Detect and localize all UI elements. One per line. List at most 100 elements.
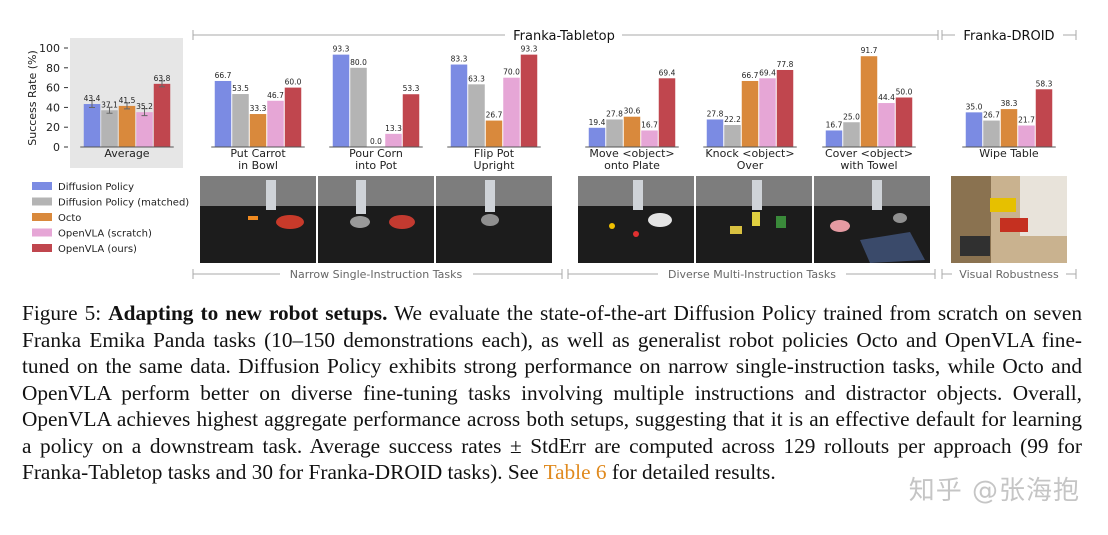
bar-value-label: 93.3 bbox=[521, 45, 538, 54]
bar-group-6: 16.725.0 91.7 44.450.0 Cover <object>with T… bbox=[822, 46, 916, 172]
bar bbox=[983, 120, 1000, 147]
legend-label: OpenVLA (ours) bbox=[58, 244, 137, 255]
bar-group-0: 43.437.1 41.535.2 63.8 Average bbox=[80, 74, 174, 160]
bar bbox=[136, 112, 153, 147]
bar bbox=[249, 114, 267, 147]
task-photos bbox=[200, 176, 1067, 263]
legend: Diffusion Policy Diffusion Policy (matche… bbox=[32, 182, 189, 255]
bar bbox=[503, 77, 520, 147]
bar-value-label: 25.0 bbox=[843, 112, 860, 121]
legend-swatch bbox=[32, 197, 52, 206]
category-label: Pour Corn bbox=[349, 147, 403, 160]
bar bbox=[843, 122, 860, 147]
bar-value-label: 63.3 bbox=[468, 74, 485, 83]
bar bbox=[588, 127, 606, 147]
bar-value-label: 33.3 bbox=[250, 104, 267, 113]
bar bbox=[332, 54, 350, 148]
bar-value-label: 38.3 bbox=[1001, 99, 1018, 108]
bar bbox=[485, 120, 503, 147]
bar bbox=[759, 78, 776, 147]
bar-value-label: 93.3 bbox=[333, 45, 350, 54]
caption-title: Adapting to new robot setups. bbox=[108, 301, 388, 325]
header-franka-droid: Franka-DROID bbox=[941, 29, 1077, 44]
y-tick-label: 40 bbox=[46, 101, 60, 114]
legend-label: Diffusion Policy (matched) bbox=[58, 198, 189, 209]
bar bbox=[860, 56, 878, 148]
watermark: 知乎 @张海抱 bbox=[908, 476, 1080, 506]
header-franka-droid-label: Franka-DROID bbox=[963, 29, 1054, 44]
y-tick-label: 100 bbox=[39, 42, 60, 55]
bottom-header-narrow: Narrow Single-Instruction Tasks bbox=[192, 268, 563, 281]
bottom-header-visual: Visual Robustness bbox=[941, 268, 1077, 281]
photo-move-object bbox=[578, 176, 694, 263]
bar bbox=[878, 103, 895, 147]
header-franka-tabletop-label: Franka-Tabletop bbox=[513, 29, 615, 44]
bar bbox=[895, 97, 913, 147]
header-franka-tabletop: Franka-Tabletop bbox=[192, 29, 939, 44]
bar bbox=[1000, 109, 1018, 147]
bar bbox=[385, 133, 402, 147]
category-label: Upright bbox=[474, 159, 516, 172]
caption-body-end: for detailed results. bbox=[611, 460, 776, 484]
bar bbox=[232, 94, 249, 147]
bar-value-label: 37.1 bbox=[101, 100, 118, 109]
bar-value-label: 27.8 bbox=[707, 109, 724, 118]
category-label: in Bowl bbox=[238, 159, 278, 172]
y-tick-label: 0 bbox=[53, 141, 60, 154]
bottom-header-diverse: Diverse Multi-Instruction Tasks bbox=[567, 268, 936, 281]
category-label: with Towel bbox=[840, 159, 897, 172]
category-label: Over bbox=[737, 159, 764, 172]
bar-value-label: 53.5 bbox=[232, 84, 249, 93]
bar bbox=[153, 83, 171, 147]
bottom-header-visual-label: Visual Robustness bbox=[959, 268, 1059, 281]
bar-value-label: 66.7 bbox=[215, 71, 232, 80]
table-6-link[interactable]: Table 6 bbox=[543, 460, 607, 484]
bar-value-label: 21.7 bbox=[1018, 116, 1035, 125]
photo-wipe-table bbox=[951, 176, 1067, 263]
bar-value-label: 63.8 bbox=[154, 74, 171, 83]
bar bbox=[214, 80, 232, 147]
bar bbox=[825, 130, 843, 147]
bar-value-label: 41.5 bbox=[119, 96, 136, 105]
bar-value-label: 69.4 bbox=[659, 68, 676, 77]
category-label: Flip Pot bbox=[474, 147, 515, 160]
figure-5-chart: 0 20 40 60 80 100 Success Rate (%) Franka-Tab… bbox=[26, 29, 1077, 281]
bar-value-label: 44.4 bbox=[878, 93, 895, 102]
y-tick-label: 60 bbox=[46, 82, 60, 95]
y-axis: 0 20 40 60 80 100 bbox=[39, 42, 68, 154]
bar bbox=[402, 94, 420, 147]
bar-group-7: 35.026.738.321.7 58.3 Wipe Table bbox=[962, 79, 1056, 160]
bar bbox=[741, 80, 759, 147]
bar-value-label: 13.3 bbox=[385, 124, 402, 133]
legend-item: OpenVLA (ours) bbox=[32, 244, 137, 255]
bar bbox=[623, 116, 641, 147]
legend-item: Diffusion Policy (matched) bbox=[32, 197, 189, 209]
legend-item: Diffusion Policy bbox=[32, 182, 134, 193]
bar-value-label: 35.0 bbox=[966, 102, 983, 111]
bar bbox=[267, 100, 284, 147]
bar bbox=[965, 112, 983, 147]
category-label: Wipe Table bbox=[979, 147, 1039, 160]
bar bbox=[284, 87, 302, 147]
photo-flip-pot bbox=[436, 176, 552, 263]
legend-swatch bbox=[32, 182, 52, 190]
bar-value-label: 60.0 bbox=[285, 78, 302, 87]
category-label: Move <object> bbox=[589, 147, 674, 160]
bar-value-label: 16.7 bbox=[641, 120, 658, 129]
bar-value-label: 53.3 bbox=[403, 84, 420, 93]
bar-value-label: 43.4 bbox=[84, 94, 101, 103]
bar-groups: 43.437.1 41.535.263.8Average66.753.533.34… bbox=[80, 45, 1056, 172]
legend-label: Diffusion Policy bbox=[58, 182, 134, 193]
bar-group-4: 19.427.8 30.616.7 69.4 Move <object>onto Pl… bbox=[585, 68, 679, 172]
legend-swatch bbox=[32, 244, 52, 252]
y-tick-label: 20 bbox=[46, 121, 60, 134]
category-label: Average bbox=[104, 147, 149, 160]
photo-pour-corn bbox=[318, 176, 434, 263]
bar bbox=[118, 105, 136, 147]
bar-value-label: 19.4 bbox=[589, 118, 606, 127]
legend-item: Octo bbox=[32, 213, 81, 224]
bar bbox=[468, 84, 485, 147]
